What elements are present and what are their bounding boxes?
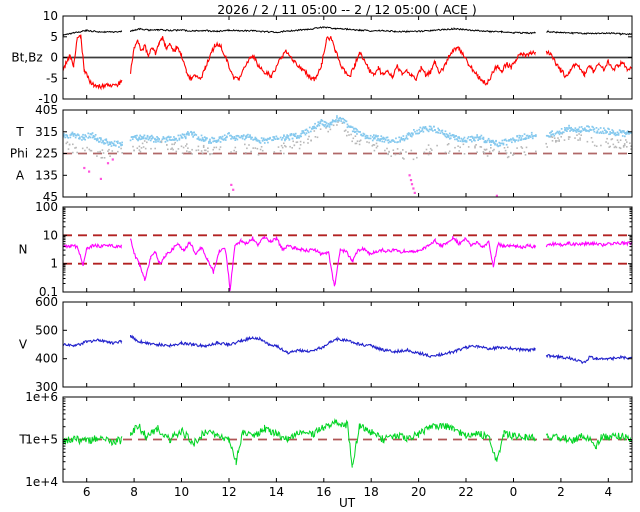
x-tick-label: 18: [364, 485, 379, 499]
axis-ticks: [63, 206, 632, 293]
y-tick-label: 1: [50, 257, 58, 271]
y-tick-label: 1e+6: [25, 390, 58, 404]
y-tick-label: 5: [50, 30, 58, 44]
y-tick-label: 315: [35, 125, 58, 139]
y-tick-label: 10: [43, 9, 58, 23]
series-bt-line: [63, 26, 632, 37]
y-tick-label: 10: [43, 228, 58, 242]
panel-n: 100 10 1 0.1 N: [19, 200, 633, 299]
panel-series-t: [63, 417, 632, 468]
chart-title: 2026 / 2 / 11 05:00 -- 2 / 12 05:00 ( AC…: [217, 2, 477, 17]
y-tick-label: 1e+5: [25, 433, 58, 447]
series-phi-gray-scatter: [65, 121, 632, 161]
axis-tick-labels: 405 315 225 135 45 T Phi A: [10, 103, 58, 204]
series-bz-line: [63, 34, 632, 91]
y-tick-label: 45: [43, 190, 58, 204]
y-tick-label: 400: [35, 352, 58, 366]
y-tick-label: 1e+4: [25, 475, 58, 489]
x-tick-label: 10: [174, 485, 189, 499]
x-tick-label: 8: [130, 485, 138, 499]
axis-ticks: [63, 15, 632, 100]
panel-ylabel-t: T: [18, 433, 27, 447]
panel-ylabel-n: N: [19, 243, 28, 257]
axis-tick-labels: 100 10 1 0.1 N: [19, 200, 58, 299]
y-tick-label: 0.1: [39, 285, 58, 299]
x-tick-label: 20: [411, 485, 426, 499]
y-tick-label: 100: [35, 200, 58, 214]
panel-ylabel-phi: Phi: [10, 147, 28, 161]
panel-series-n: [63, 235, 632, 291]
y-tick-label: 500: [35, 323, 58, 337]
axis-tick-labels: 10 5 0 -5 -10 Bt,Bz: [11, 9, 58, 106]
panel-frame: [62, 206, 633, 293]
series-v-line: [63, 334, 632, 365]
series-phi-cyan-scatter: [63, 115, 632, 148]
axis-ticks: [63, 109, 632, 198]
x-tick-label: 6: [83, 485, 91, 499]
panel-v: 600 500 400 300 V: [19, 295, 633, 394]
panel-ylabel-t: T: [15, 125, 24, 139]
axis-ticks: [63, 301, 632, 388]
y-tick-label: 405: [35, 103, 58, 117]
y-tick-label: -10: [38, 92, 58, 106]
panel-series-bt-bz: [63, 26, 632, 91]
panel-frame: [62, 301, 633, 388]
axis-tick-labels: 1e+6 1e+5 1e+4 T 6 8 10 12 14 16 18 20 22 0 2 4: [18, 390, 612, 499]
panel-ylabel-btbz: Bt,Bz: [11, 51, 42, 65]
x-axis-label: UT: [339, 496, 356, 510]
y-tick-label: 0: [50, 51, 58, 65]
panel-bt-bz: 10 5 0 -5 -10 Bt,Bz: [11, 9, 633, 106]
series-t-line: [63, 417, 632, 468]
y-tick-label: 600: [35, 295, 58, 309]
panel-phi: 405 315 225 135 45 T Phi A: [10, 103, 633, 204]
y-tick-label: 300: [35, 380, 58, 394]
x-tick-label: 12: [221, 485, 236, 499]
x-tick-label: 22: [458, 485, 473, 499]
axis-tick-labels: 600 500 400 300 V: [19, 295, 58, 394]
panel-ylabel-a: A: [16, 168, 25, 182]
y-tick-label: 135: [35, 168, 58, 182]
series-n-line: [63, 235, 632, 291]
x-tick-label: 2: [557, 485, 565, 499]
axis-ticks: [63, 396, 632, 483]
panel-series-v: [63, 334, 632, 365]
x-tick-label: 14: [269, 485, 284, 499]
x-tick-label: 0: [510, 485, 518, 499]
panel-t: 1e+6 1e+5 1e+4 T 6 8 10 12 14 16 18 20 22 0 2 4: [18, 390, 633, 499]
panel-series-phi: [63, 115, 632, 197]
y-tick-label: -5: [46, 71, 58, 85]
x-tick-label: 4: [604, 485, 612, 499]
panel-ylabel-v: V: [19, 338, 28, 352]
plot-area: 1050-5-10Bt,Bz40531522513545TPhiA1001010…: [10, 9, 633, 499]
y-tick-label: 225: [35, 147, 58, 161]
series-phi-magenta-points: [83, 158, 498, 197]
x-tick-label: 16: [316, 485, 331, 499]
